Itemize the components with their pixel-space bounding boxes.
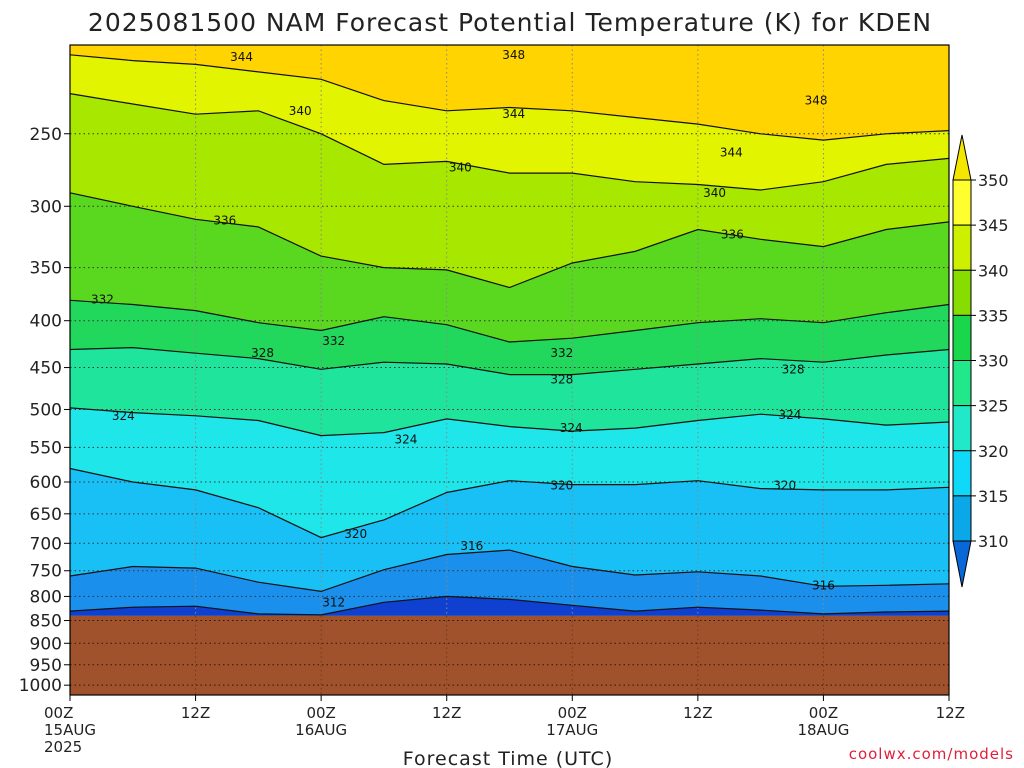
y-tick-label: 500 [30, 400, 62, 420]
contour-312 [69, 595, 950, 616]
contour-label-344: 344 [720, 145, 743, 159]
contour-label-336: 336 [213, 214, 236, 228]
contour-label-316: 316 [812, 578, 835, 592]
contour-324 [69, 407, 950, 437]
contour-labels: 344 348 348 340 344 340 344 336 340 336 332 332 328 3… [91, 48, 835, 610]
x-tick-label: 00Z [306, 704, 335, 722]
colorbar-segment [952, 269, 972, 316]
y-tick-label: 350 [30, 259, 62, 279]
x-tick-label: 00Z [809, 704, 838, 722]
colorbar-top-arrow [952, 134, 972, 181]
ground-region [70, 615, 949, 695]
x-tick-label: 18AUG [797, 721, 849, 739]
contour-label-324: 324 [560, 421, 583, 435]
contour-340 [69, 93, 950, 191]
colorbar-segment [952, 314, 972, 361]
y-axis: 2503003504004505005506006507007508008509… [19, 125, 70, 696]
colorbar-label: 345 [978, 216, 1009, 235]
contour-label-340: 340 [449, 160, 472, 174]
x-tick-label: 12Z [181, 704, 210, 722]
contour-label-324: 324 [778, 408, 801, 422]
y-tick-label: 400 [30, 312, 62, 332]
x-tick-label: 2025 [44, 738, 82, 756]
colorbar-segment [952, 450, 972, 497]
contour-label-312: 312 [322, 595, 345, 609]
colorbar-label: 340 [978, 261, 1009, 280]
contour-328 [69, 346, 950, 376]
contour-label-336: 336 [721, 227, 744, 241]
contour-label-348: 348 [805, 94, 828, 108]
colorbar-segment [952, 224, 972, 271]
colorbar-segment [952, 179, 972, 226]
contour-label-320: 320 [344, 527, 367, 541]
colorbar-label: 325 [978, 397, 1009, 416]
y-tick-label: 1000 [19, 676, 62, 696]
contour-label-344: 344 [230, 50, 253, 64]
colorbar-label: 320 [978, 442, 1009, 461]
contour-344 [69, 54, 950, 141]
colorbar-label: 310 [978, 532, 1009, 551]
y-tick-label: 950 [30, 656, 62, 676]
x-tick-label: 12Z [936, 704, 965, 722]
contour-332 [69, 299, 950, 343]
x-tick-label: 00Z [44, 704, 73, 722]
x-tick-label: 17AUG [546, 721, 598, 739]
x-tick-label: 16AUG [295, 721, 347, 739]
colorbar-segment [952, 360, 972, 407]
y-tick-label: 700 [30, 534, 62, 554]
y-tick-label: 850 [30, 612, 62, 632]
colorbar-label: 335 [978, 306, 1009, 325]
contour-320 [69, 467, 950, 539]
contour-label-320: 320 [550, 478, 573, 492]
contour-label-320: 320 [773, 478, 796, 492]
credit-text: coolwx.com/models [849, 745, 1014, 763]
y-tick-label: 250 [30, 125, 62, 145]
y-tick-label: 750 [30, 562, 62, 582]
y-tick-label: 650 [30, 505, 62, 525]
contour-336 [69, 192, 950, 289]
band-below-310 [70, 596, 949, 616]
contour-label-340: 340 [289, 104, 312, 118]
contour-label-332: 332 [550, 346, 573, 360]
x-axis-label: Forecast Time (UTC) [403, 748, 613, 768]
contour-lines [69, 54, 950, 616]
contour-label-332: 332 [91, 292, 114, 306]
colorbar-label: 330 [978, 352, 1009, 371]
contour-label-328: 328 [782, 362, 805, 376]
colorbar: 350 345 340 335 330 325 320 315 310 [952, 134, 1009, 588]
colorbar-bottom-arrow [952, 540, 972, 588]
contour-label-332: 332 [322, 334, 345, 348]
contour-label-324: 324 [394, 432, 417, 446]
x-tick-label: 12Z [432, 704, 461, 722]
y-tick-label: 300 [30, 197, 62, 217]
y-tick-label: 550 [30, 438, 62, 458]
contour-label-328: 328 [251, 346, 274, 360]
colorbar-label: 350 [978, 171, 1009, 190]
x-tick-label: 12Z [683, 704, 712, 722]
y-tick-label: 900 [30, 634, 62, 654]
y-tick-label: 800 [30, 587, 62, 607]
chart-title: 2025081500 NAM Forecast Potential Temper… [88, 8, 932, 37]
contour-label-328: 328 [550, 373, 573, 387]
contour-316 [69, 549, 950, 593]
y-tick-label: 450 [30, 359, 62, 379]
y-tick-label: 600 [30, 473, 62, 493]
colorbar-segment [952, 495, 972, 542]
colorbar-segment [952, 405, 972, 452]
contour-label-324: 324 [112, 409, 135, 423]
contour-label-340: 340 [703, 186, 726, 200]
x-tick-label: 00Z [558, 704, 587, 722]
band-310-315 [70, 550, 949, 616]
plot-frame [69, 44, 950, 696]
contour-label-344: 344 [502, 107, 525, 121]
colorbar-label: 315 [978, 487, 1009, 506]
contour-label-348: 348 [502, 48, 525, 62]
temperature-bands [70, 45, 949, 616]
contour-label-316: 316 [460, 539, 483, 553]
x-tick-label: 15AUG [44, 721, 96, 739]
